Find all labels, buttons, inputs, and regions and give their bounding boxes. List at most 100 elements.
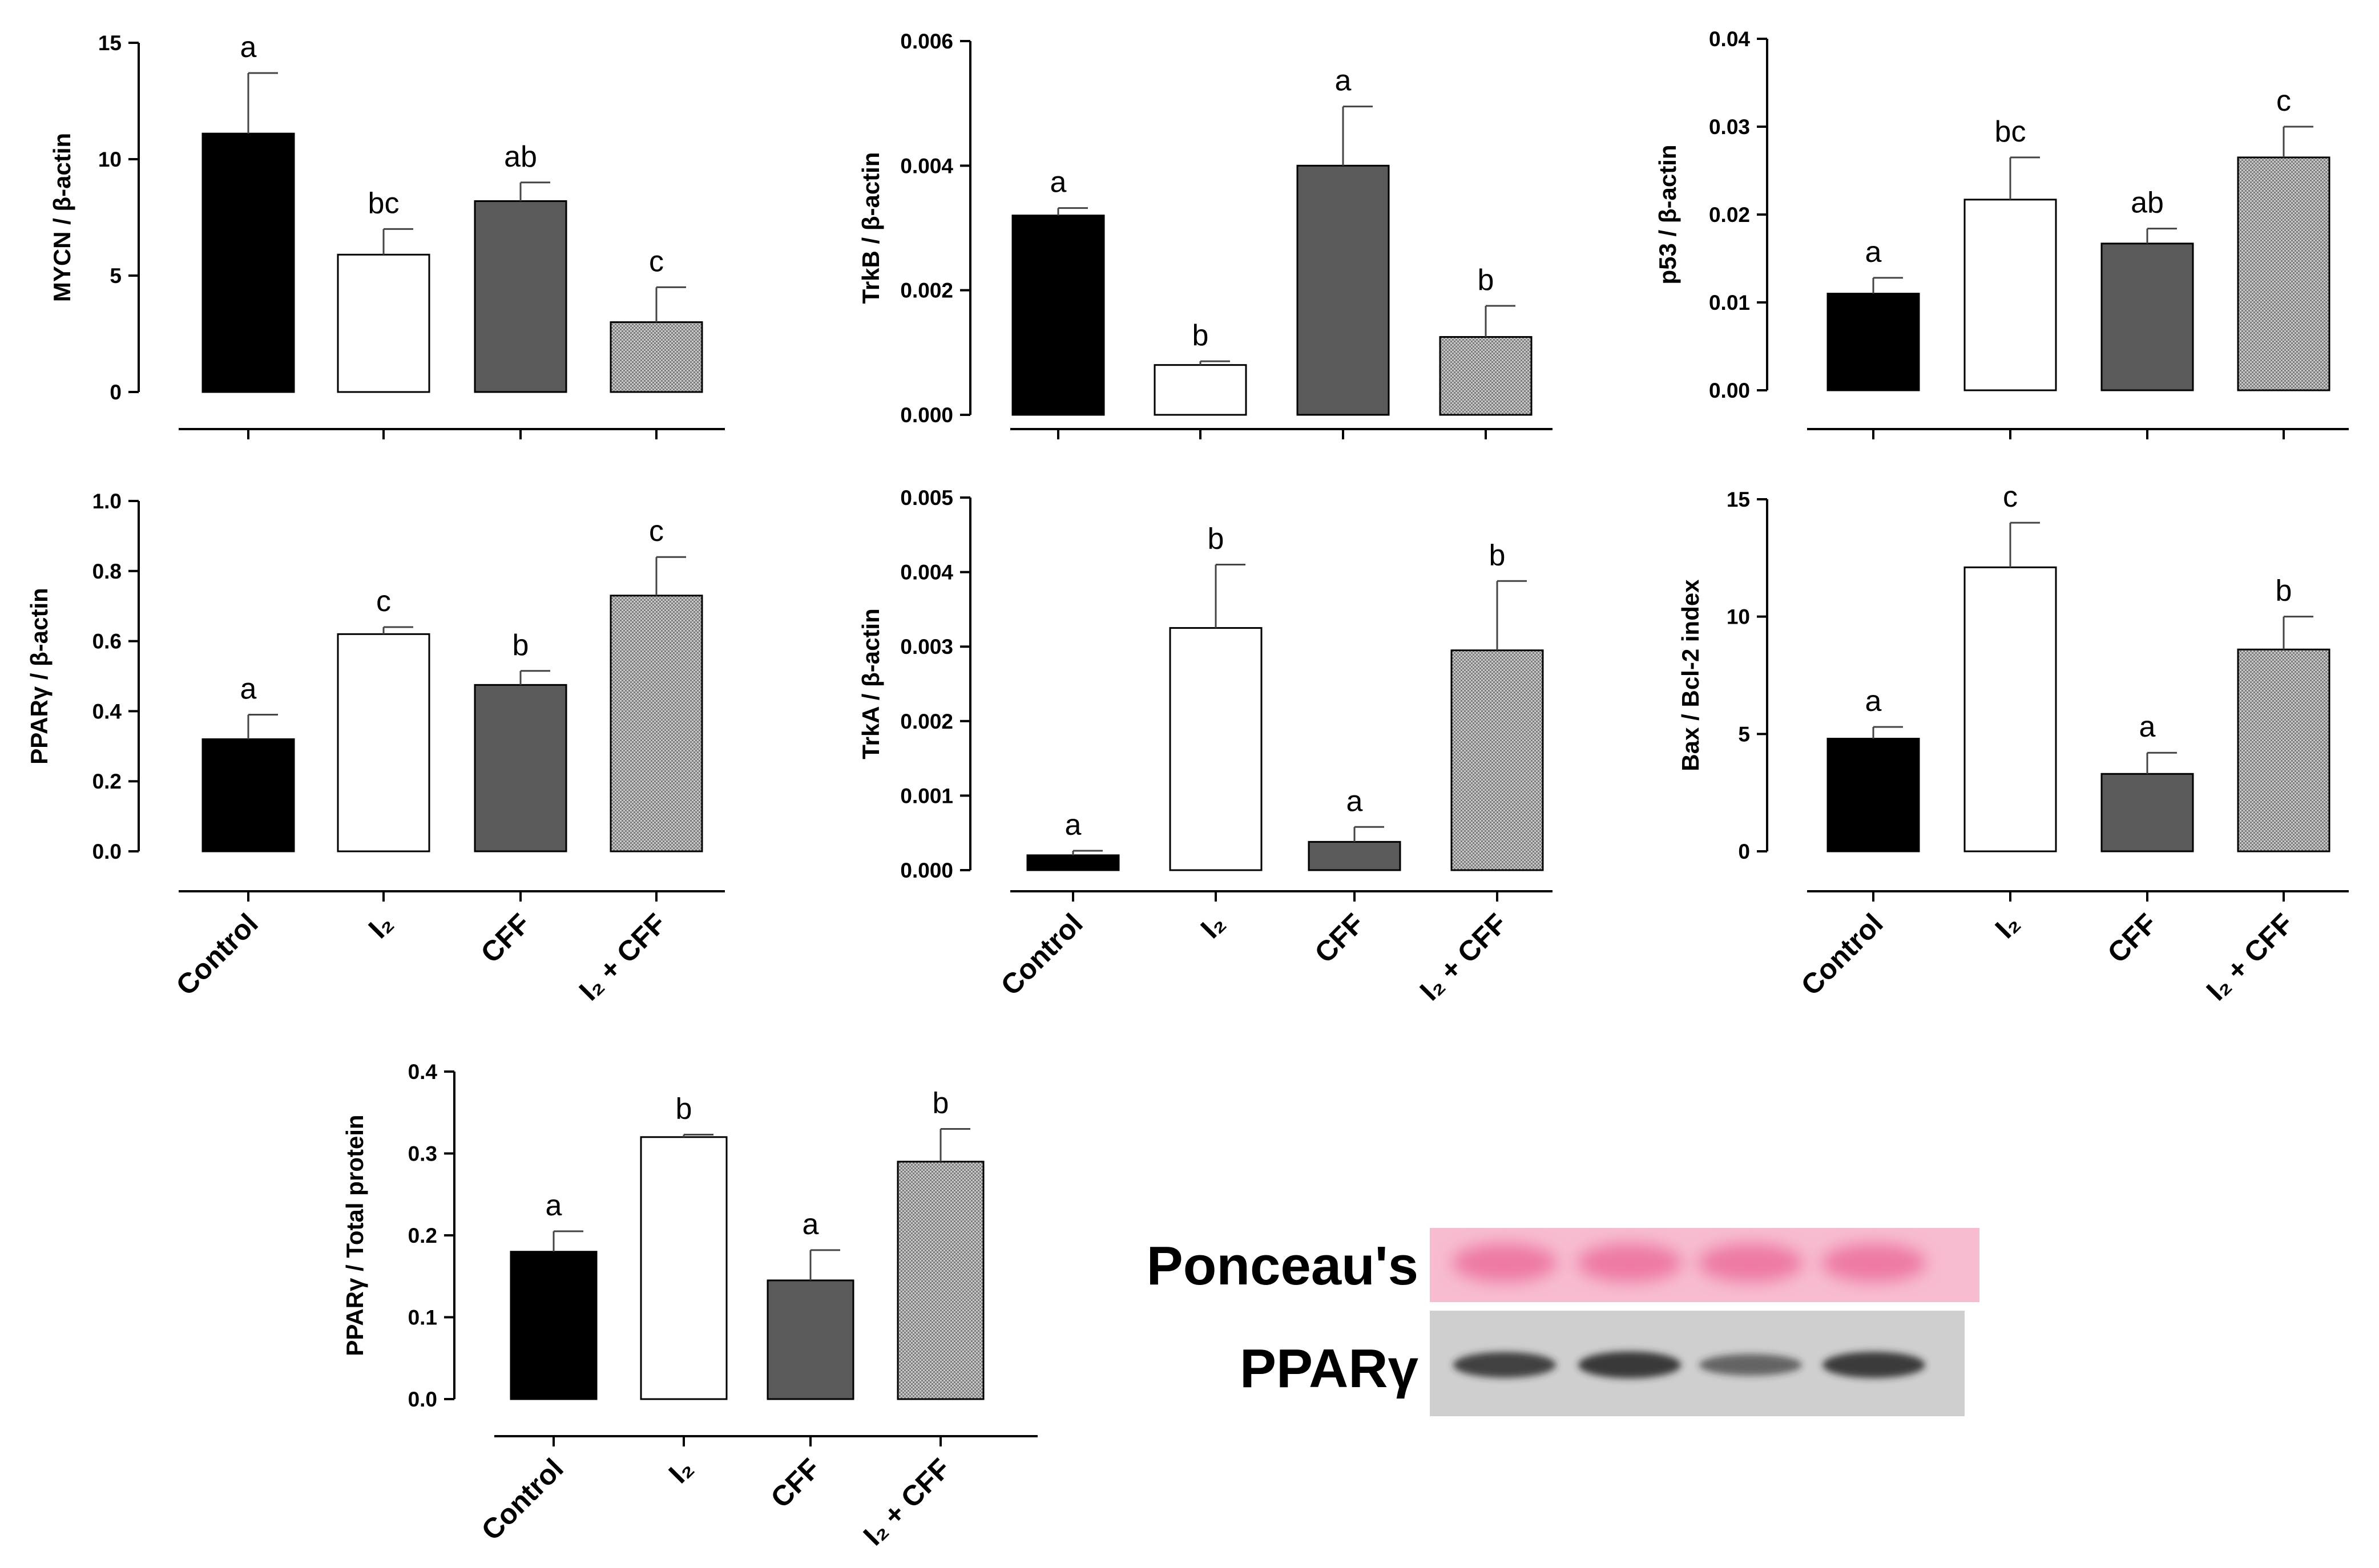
bar-mycn-2: [474, 200, 567, 393]
significance-letter: b: [933, 1086, 949, 1120]
category-label: I₂: [1989, 907, 2026, 944]
y-tick-label: 15: [98, 31, 122, 55]
y-axis-title: MYCN / β-actin: [49, 133, 75, 302]
panel-bax: 0 5 10 15 Bax / Bcl-2 index a Control c I₂ a CFF b I…: [1677, 480, 2349, 1007]
significance-letter: a: [1865, 236, 1882, 269]
significance-letter: a: [1065, 809, 1082, 842]
category-label: I₂ + CFF: [2200, 907, 2300, 1007]
significance-letter: b: [2276, 575, 2292, 608]
y-tick-label: 0.4: [408, 1060, 438, 1084]
category-label: I₂: [663, 1452, 700, 1489]
ponceau-band: [1698, 1243, 1803, 1282]
significance-letter: a: [1865, 685, 1882, 718]
bar-p53-0: [1826, 293, 1920, 391]
bar-p53-2: [2100, 243, 2194, 391]
significance-letter: a: [240, 673, 257, 706]
panel-trka: 0.000 0.001 0.002 0.003 0.004 0.005 TrkA / β-a…: [857, 486, 1553, 1007]
category-label: Control: [995, 907, 1089, 1001]
category-label: CFF: [474, 907, 536, 969]
category-label: I₂: [1195, 907, 1232, 944]
significance-letter: a: [803, 1208, 819, 1241]
y-tick-label: 0.2: [92, 770, 122, 793]
pparg-band: [1578, 1351, 1681, 1379]
bar-ppar_total-2: [767, 1279, 854, 1400]
category-label: Control: [1795, 907, 1889, 1001]
bar-bax-0: [1826, 738, 1920, 852]
y-tick-label: 0.1: [408, 1306, 437, 1329]
y-tick-label: 15: [1727, 488, 1750, 511]
significance-letter: a: [1346, 785, 1363, 818]
ponceau-label: Ponceau's: [1147, 1235, 1418, 1296]
significance-letter: ab: [504, 140, 537, 173]
significance-letter: a: [546, 1189, 562, 1222]
significance-letter: bc: [368, 187, 400, 220]
y-tick-label: 0.00: [1709, 379, 1750, 402]
bar-trkb-1: [1154, 364, 1247, 416]
bar-mycn-3: [610, 321, 703, 393]
category-label: CFF: [1308, 907, 1370, 969]
pparg-band: [1453, 1352, 1556, 1378]
significance-letter: a: [240, 31, 257, 64]
bar-mycn-0: [201, 132, 295, 393]
y-tick-label: 10: [1727, 605, 1750, 629]
bar-ppar_actin-0: [201, 738, 295, 852]
pparg-blot-label: PPARγ: [1240, 1338, 1419, 1399]
y-tick-label: 0.03: [1709, 115, 1750, 139]
y-tick-label: 0.004: [900, 154, 953, 177]
y-tick-label: 0.01: [1709, 291, 1750, 314]
y-axis-title: TrkB / β-actin: [857, 152, 884, 304]
y-axis-title: p53 / β-actin: [1654, 144, 1681, 284]
significance-letter: a: [2139, 710, 2156, 743]
significance-letter: b: [1208, 523, 1224, 556]
significance-letter: b: [676, 1092, 692, 1125]
y-axis-title: TrkA / β-actin: [857, 608, 884, 759]
y-tick-label: 5: [1738, 722, 1750, 746]
bar-ppar_actin-1: [337, 633, 430, 852]
western-blot: Ponceau's PPARγ: [1147, 1228, 1979, 1416]
y-tick-label: 1.0: [92, 490, 122, 513]
pparg-western: [1430, 1311, 1965, 1416]
bar-trka-3: [1450, 649, 1544, 871]
y-tick-label: 0: [110, 381, 122, 404]
category-label: I₂ + CFF: [857, 1452, 957, 1551]
pparg-band: [1822, 1352, 1925, 1378]
category-label: I₂ + CFF: [573, 907, 672, 1007]
y-tick-label: 0.005: [900, 486, 953, 510]
y-tick-label: 0.000: [900, 403, 953, 427]
category-label: Control: [170, 907, 264, 1001]
bar-ppar_total-3: [897, 1161, 985, 1400]
significance-letter: c: [649, 515, 664, 548]
pparg-band: [1699, 1354, 1802, 1376]
bar-trkb-3: [1439, 336, 1533, 416]
significance-letter: c: [376, 585, 391, 618]
y-axis-title: PPARγ / β-actin: [26, 588, 53, 765]
y-tick-label: 0.0: [92, 840, 122, 863]
y-tick-label: 0.3: [408, 1142, 437, 1166]
bar-bax-1: [1963, 566, 2057, 852]
category-label: CFF: [2101, 907, 2163, 969]
panel-ppar_total: 0.0 0.1 0.2 0.3 0.4 PPARγ / Total protein a Con…: [341, 1060, 1038, 1551]
y-axis-title: Bax / Bcl-2 index: [1677, 579, 1704, 771]
y-tick-label: 0.003: [900, 635, 953, 658]
y-tick-label: 0.006: [900, 30, 953, 53]
bar-bax-3: [2237, 648, 2330, 852]
significance-letter: b: [1192, 319, 1209, 352]
bar-p53-3: [2237, 156, 2330, 391]
ponceau-band: [1821, 1243, 1926, 1282]
bar-trka-2: [1308, 840, 1401, 871]
significance-letter: b: [513, 629, 529, 662]
bar-ppar_actin-2: [474, 684, 567, 852]
bar-trka-0: [1026, 854, 1120, 871]
y-axis-title: PPARγ / Total protein: [341, 1114, 368, 1356]
y-tick-label: 0.002: [900, 279, 953, 302]
y-tick-label: 0.004: [900, 561, 953, 584]
y-tick-label: 0.4: [92, 700, 122, 723]
bar-trka-1: [1169, 627, 1263, 871]
significance-letter: a: [1050, 166, 1067, 199]
significance-letter: bc: [1995, 115, 2026, 148]
y-tick-label: 0.002: [900, 710, 953, 733]
y-tick-label: 0.02: [1709, 203, 1750, 227]
bar-mycn-1: [337, 253, 430, 393]
